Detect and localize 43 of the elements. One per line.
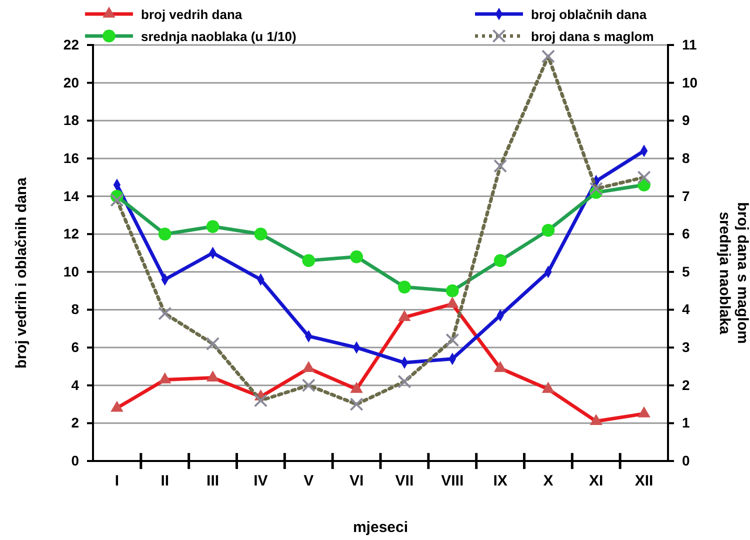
x-tick-label: VIII (441, 472, 464, 490)
y-tick-label: 16 (63, 150, 80, 166)
x-tick-label: XI (589, 472, 604, 490)
y2-tick-label: 8 (682, 150, 690, 166)
y-tick-label: 20 (63, 74, 80, 90)
y-tick-label: 22 (63, 36, 80, 52)
legend-label: broj dana s maglom (531, 29, 654, 44)
y-tick-label: 18 (63, 112, 80, 128)
x-tick-label: X (543, 472, 554, 490)
y-axis-title: broj vedrih i oblačnih dana (13, 176, 30, 368)
y-tick-label: 12 (63, 226, 80, 242)
x-tick-label: I (114, 472, 120, 490)
x-tick-label: II (160, 472, 170, 490)
y2-tick-label: 6 (682, 226, 690, 242)
y2-tick-label: 0 (682, 452, 690, 468)
y2-tick-label: 9 (682, 112, 690, 128)
x-tick-label: V (304, 472, 314, 490)
x-tick-label: VII (395, 472, 414, 490)
x-tick-label: III (206, 472, 220, 490)
legend-label: broj oblačnih dana (531, 7, 648, 22)
x-tick-label: VI (349, 472, 364, 490)
x-tick-label: XII (634, 472, 654, 490)
y2-tick-label: 3 (682, 339, 690, 356)
y-tick-label: 0 (71, 452, 80, 468)
y2-axis-title: broj dana s maglom srednja naoblaka (716, 202, 750, 344)
y-tick-label: 6 (71, 339, 80, 356)
y2-tick-label: 11 (682, 36, 698, 52)
y2-tick-label: 10 (682, 74, 698, 90)
y2-tick-label: 1 (682, 414, 690, 431)
y2-tick-label: 5 (682, 263, 690, 280)
x-axis-title: mjeseci (352, 519, 408, 536)
y-tick-label: 10 (63, 263, 80, 280)
y-tick-label: 14 (63, 188, 80, 204)
legend-label: broj vedrih dana (141, 7, 243, 22)
x-tick-label: IX (493, 472, 508, 490)
legend-label: srednja naoblaka (u 1/10) (141, 29, 296, 44)
y-tick-label: 2 (71, 414, 80, 431)
y2-tick-label: 7 (682, 188, 690, 204)
y-tick-label: 4 (71, 376, 80, 393)
x-tick-label: IV (254, 472, 268, 490)
y-tick-label: 8 (71, 301, 80, 318)
y2-tick-label: 2 (682, 376, 690, 393)
y2-tick-label: 4 (682, 301, 690, 318)
